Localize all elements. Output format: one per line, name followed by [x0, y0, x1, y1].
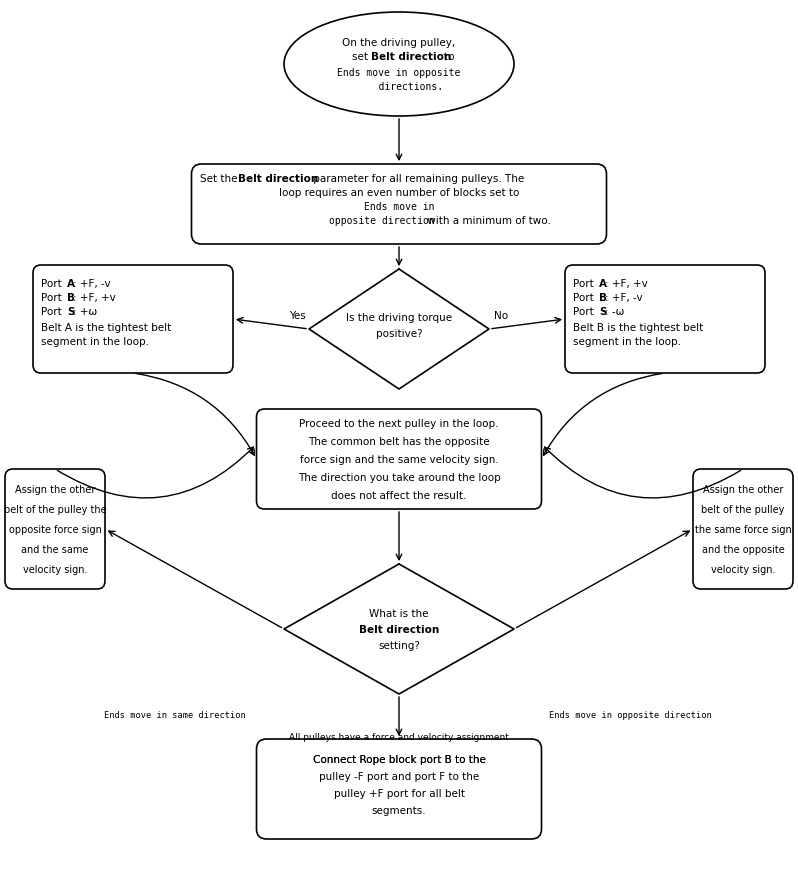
- Text: pulley +F port for all belt: pulley +F port for all belt: [334, 788, 464, 798]
- Text: Belt direction: Belt direction: [238, 174, 318, 184]
- Text: segments.: segments.: [372, 805, 426, 815]
- Text: to: to: [437, 52, 455, 62]
- Text: belt of the pulley the: belt of the pulley the: [4, 505, 106, 515]
- Text: segment in the loop.: segment in the loop.: [41, 336, 149, 347]
- Text: Ends move in same direction: Ends move in same direction: [104, 709, 246, 719]
- Text: Ends move in: Ends move in: [364, 202, 434, 212]
- FancyBboxPatch shape: [565, 266, 765, 373]
- Text: set: set: [352, 52, 371, 62]
- Text: B: B: [67, 292, 75, 303]
- FancyBboxPatch shape: [256, 409, 542, 509]
- Text: S: S: [599, 306, 606, 317]
- Text: velocity sign.: velocity sign.: [23, 565, 87, 574]
- Text: Is the driving torque: Is the driving torque: [346, 313, 452, 322]
- Text: belt of the pulley: belt of the pulley: [701, 505, 784, 515]
- Text: Yes: Yes: [289, 311, 306, 320]
- Text: force sign and the same velocity sign.: force sign and the same velocity sign.: [299, 455, 499, 464]
- Text: Port: Port: [573, 278, 597, 289]
- Text: loop requires an even number of blocks set to: loop requires an even number of blocks s…: [279, 188, 519, 198]
- Text: : +F, +v: : +F, +v: [73, 292, 116, 303]
- Text: Belt direction: Belt direction: [359, 624, 439, 634]
- Text: Port: Port: [573, 306, 597, 317]
- Text: directions.: directions.: [355, 82, 443, 92]
- Text: Set the: Set the: [200, 174, 240, 184]
- Text: Belt direction: Belt direction: [371, 52, 451, 62]
- Text: : +F, -v: : +F, -v: [73, 278, 111, 289]
- Polygon shape: [309, 270, 489, 390]
- Text: A: A: [599, 278, 607, 289]
- Text: Connect Rope block port B to the: Connect Rope block port B to the: [313, 754, 485, 764]
- Text: opposite direction: opposite direction: [329, 216, 435, 226]
- Text: Port: Port: [41, 278, 65, 289]
- Text: B: B: [599, 292, 607, 303]
- Text: A: A: [67, 278, 75, 289]
- Text: The direction you take around the loop: The direction you take around the loop: [298, 472, 500, 482]
- Text: velocity sign.: velocity sign.: [711, 565, 775, 574]
- FancyBboxPatch shape: [693, 470, 793, 589]
- Text: pulley -F port and port F to the: pulley -F port and port F to the: [319, 771, 479, 781]
- Text: positive?: positive?: [376, 328, 422, 339]
- Text: Ends move in opposite direction: Ends move in opposite direction: [549, 709, 711, 719]
- Text: with a minimum of two.: with a minimum of two.: [424, 216, 551, 226]
- Text: does not affect the result.: does not affect the result.: [331, 491, 467, 500]
- Text: No: No: [494, 311, 508, 320]
- Text: All pulleys have a force and velocity assignment: All pulleys have a force and velocity as…: [289, 731, 509, 741]
- Text: : +F, -v: : +F, -v: [605, 292, 642, 303]
- Text: setting?: setting?: [378, 640, 420, 651]
- Text: segment in the loop.: segment in the loop.: [573, 336, 681, 347]
- Text: What is the: What is the: [369, 608, 429, 618]
- Polygon shape: [284, 565, 514, 694]
- Text: Ends move in opposite: Ends move in opposite: [338, 68, 460, 78]
- Text: : +F, +v: : +F, +v: [605, 278, 648, 289]
- Ellipse shape: [284, 13, 514, 117]
- Text: and the opposite: and the opposite: [701, 544, 784, 554]
- FancyBboxPatch shape: [256, 739, 542, 839]
- FancyBboxPatch shape: [192, 165, 606, 245]
- Text: : +ω: : +ω: [73, 306, 97, 317]
- Text: The common belt has the opposite: The common belt has the opposite: [308, 436, 490, 447]
- Text: Port: Port: [41, 306, 65, 317]
- Text: Belt B is the tightest belt: Belt B is the tightest belt: [573, 322, 703, 333]
- Text: Connect Rope block port B to the: Connect Rope block port B to the: [313, 754, 485, 764]
- Text: S: S: [67, 306, 74, 317]
- Text: Assign the other: Assign the other: [703, 485, 783, 494]
- Text: and the same: and the same: [22, 544, 89, 554]
- Text: Port: Port: [41, 292, 65, 303]
- FancyBboxPatch shape: [33, 266, 233, 373]
- Text: Proceed to the next pulley in the loop.: Proceed to the next pulley in the loop.: [299, 419, 499, 428]
- Text: : -ω: : -ω: [605, 306, 624, 317]
- Text: parameter for all remaining pulleys. The: parameter for all remaining pulleys. The: [310, 174, 523, 184]
- Text: Port: Port: [573, 292, 597, 303]
- FancyBboxPatch shape: [5, 470, 105, 589]
- Text: Belt A is the tightest belt: Belt A is the tightest belt: [41, 322, 172, 333]
- Text: On the driving pulley,: On the driving pulley,: [342, 38, 456, 48]
- Text: the same force sign: the same force sign: [694, 524, 792, 535]
- Text: Assign the other: Assign the other: [15, 485, 95, 494]
- Text: opposite force sign: opposite force sign: [9, 524, 101, 535]
